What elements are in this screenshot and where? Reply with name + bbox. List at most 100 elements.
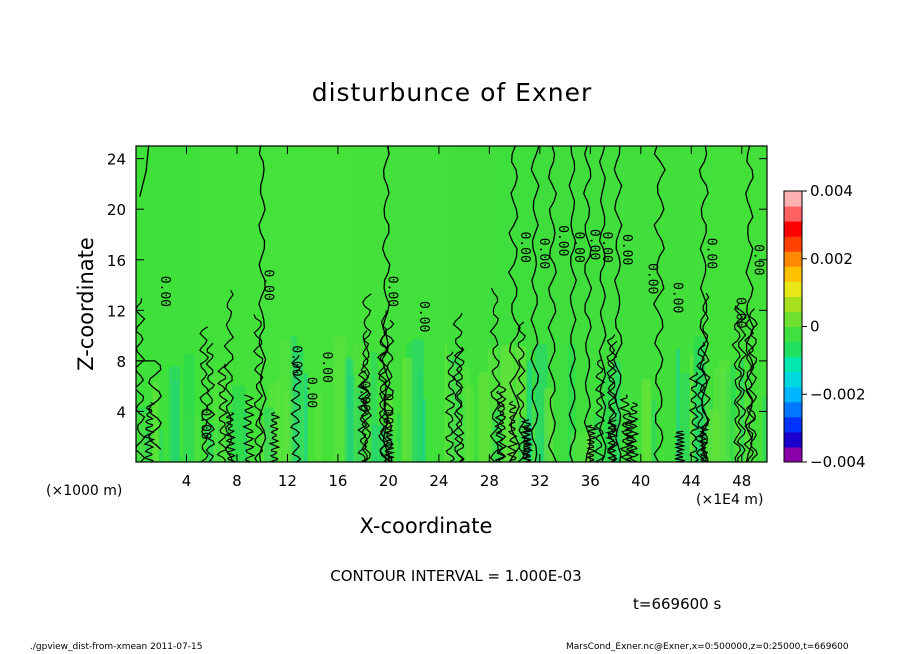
x-axis: 4 8 12 16 20 24 28 32 36 40 44 48	[182, 146, 751, 490]
contour-line	[489, 287, 501, 462]
contour-line	[223, 411, 237, 462]
contour-line	[444, 351, 456, 462]
contour-label-13: 0.00	[571, 231, 586, 262]
colorbar: 0.004 0.002 0 −0.002 −0.004	[783, 182, 866, 471]
colorbar-swatch-0	[784, 446, 802, 463]
field-patch	[243, 409, 248, 462]
x-tick-label-4: 20	[379, 472, 398, 490]
contour-label-10: 0.00	[517, 231, 532, 262]
field-patch	[641, 378, 652, 462]
contour-line	[735, 302, 748, 462]
field-patch-cyan	[422, 398, 426, 462]
colorbar-tick-label-3: −0.002	[810, 385, 866, 403]
contour-label-15: 0.00	[599, 231, 614, 262]
y-tick-label-5: 24	[107, 151, 126, 169]
colorbar-swatch-17	[784, 191, 802, 207]
contour-label-19: 0.00	[704, 238, 719, 269]
contour-line	[568, 146, 577, 462]
contour-line	[743, 318, 756, 462]
contour-line	[198, 326, 210, 462]
field-patch	[719, 359, 731, 462]
field-patch	[136, 413, 147, 462]
contour-line	[258, 146, 267, 462]
contour-line	[381, 146, 391, 462]
contour-line	[585, 424, 599, 462]
contour-line	[242, 394, 256, 462]
contour-lines	[136, 146, 758, 462]
field-patch	[183, 353, 195, 462]
y-tick-label-4: 20	[107, 201, 126, 219]
field-patch	[570, 432, 583, 462]
contour-line	[606, 340, 619, 462]
field-patch	[355, 386, 363, 462]
colorbar-swatch-6	[784, 356, 802, 373]
contour-label-16: 0.00	[619, 234, 634, 265]
colorbar-swatch-5	[784, 371, 802, 388]
colorbar-swatch-8	[784, 326, 802, 343]
x-tick-label-5: 24	[429, 472, 448, 490]
x-tick-label-1: 8	[232, 472, 242, 490]
x-tick-label-3: 16	[328, 472, 347, 490]
contour-label-14: 0.00	[586, 229, 601, 260]
contour-line	[139, 146, 150, 197]
contour-line	[383, 424, 396, 462]
field-patch	[763, 394, 767, 462]
y-tick-label-3: 16	[107, 252, 126, 270]
contour-label-6: 0.00	[357, 381, 372, 412]
x-tick-label-11: 48	[732, 472, 751, 490]
colorbar-swatch-7	[784, 341, 802, 358]
time-label: t=669600 s	[633, 595, 722, 613]
colorbar-tick-label-2: 0	[810, 318, 820, 336]
x-tick-label-2: 12	[278, 472, 297, 490]
y-tick-label-0: 4	[116, 403, 126, 421]
chart-title: disturbunce of Exner	[311, 78, 593, 107]
plot-frame	[135, 145, 768, 463]
field-patch	[732, 417, 741, 462]
contour-line	[216, 363, 229, 462]
contour-line	[530, 146, 540, 462]
field-patch	[478, 372, 489, 462]
field-patch-cyan	[303, 373, 308, 462]
contour-line	[378, 310, 389, 462]
y-tick-label-1: 8	[116, 353, 126, 371]
field-patch	[232, 385, 246, 462]
colorbar-tick-label-4: −0.004	[810, 453, 866, 471]
contour-line	[652, 146, 666, 462]
colorbar-swatch-1	[784, 431, 802, 448]
colorbar-tick-label-0: 0.004	[810, 182, 853, 200]
field-patch	[314, 393, 322, 462]
contour-line	[495, 383, 508, 462]
contour-label-18: 0.00	[670, 282, 685, 313]
contour-line	[598, 146, 607, 462]
contour-label-21: 0.00	[733, 297, 748, 328]
colorbar-swatch-11	[784, 281, 802, 297]
contour-label-2: 0.00	[261, 269, 276, 300]
contour-line	[688, 371, 700, 462]
contour-line	[289, 354, 302, 462]
contour-line	[268, 412, 281, 462]
contour-line	[357, 370, 370, 462]
field-patch-cyan	[527, 360, 533, 462]
colorbar-swatch-3	[784, 401, 802, 418]
contour-label-11: 0.00	[536, 238, 551, 269]
x-axis-label: X-coordinate	[359, 514, 493, 538]
y-axis: 4 8 12 16 20 24	[107, 151, 767, 421]
contour-labels: 0.000.000.000.000.000.000.00 0.000.000.00…	[157, 225, 765, 440]
footer-right: MarsCond_Exner.nc@Exner,x=0:500000,z=0:2…	[566, 642, 849, 652]
colorbar-tick-label-1: 0.002	[810, 250, 853, 268]
colorbar-swatch-16	[784, 206, 802, 222]
contour-line	[673, 430, 686, 462]
contour-label-5: 0.00	[319, 352, 334, 383]
contour-line	[136, 360, 162, 450]
contour-line	[731, 305, 743, 462]
field-patch	[465, 385, 475, 462]
plot-area: 0.000.000.000.000.000.000.00 0.000.000.00…	[135, 145, 768, 463]
contour-label-0: 0.00	[157, 276, 172, 307]
y-tick-label-2: 12	[107, 302, 126, 320]
contour-label-7: 0.00	[379, 393, 394, 424]
contour-label-3: 0.00	[288, 345, 303, 376]
colorbar-swatch-4	[784, 386, 802, 403]
contour-label-20: 0.00	[750, 244, 765, 275]
x-unit-label-secondary: (×1E4 m)	[696, 492, 764, 508]
